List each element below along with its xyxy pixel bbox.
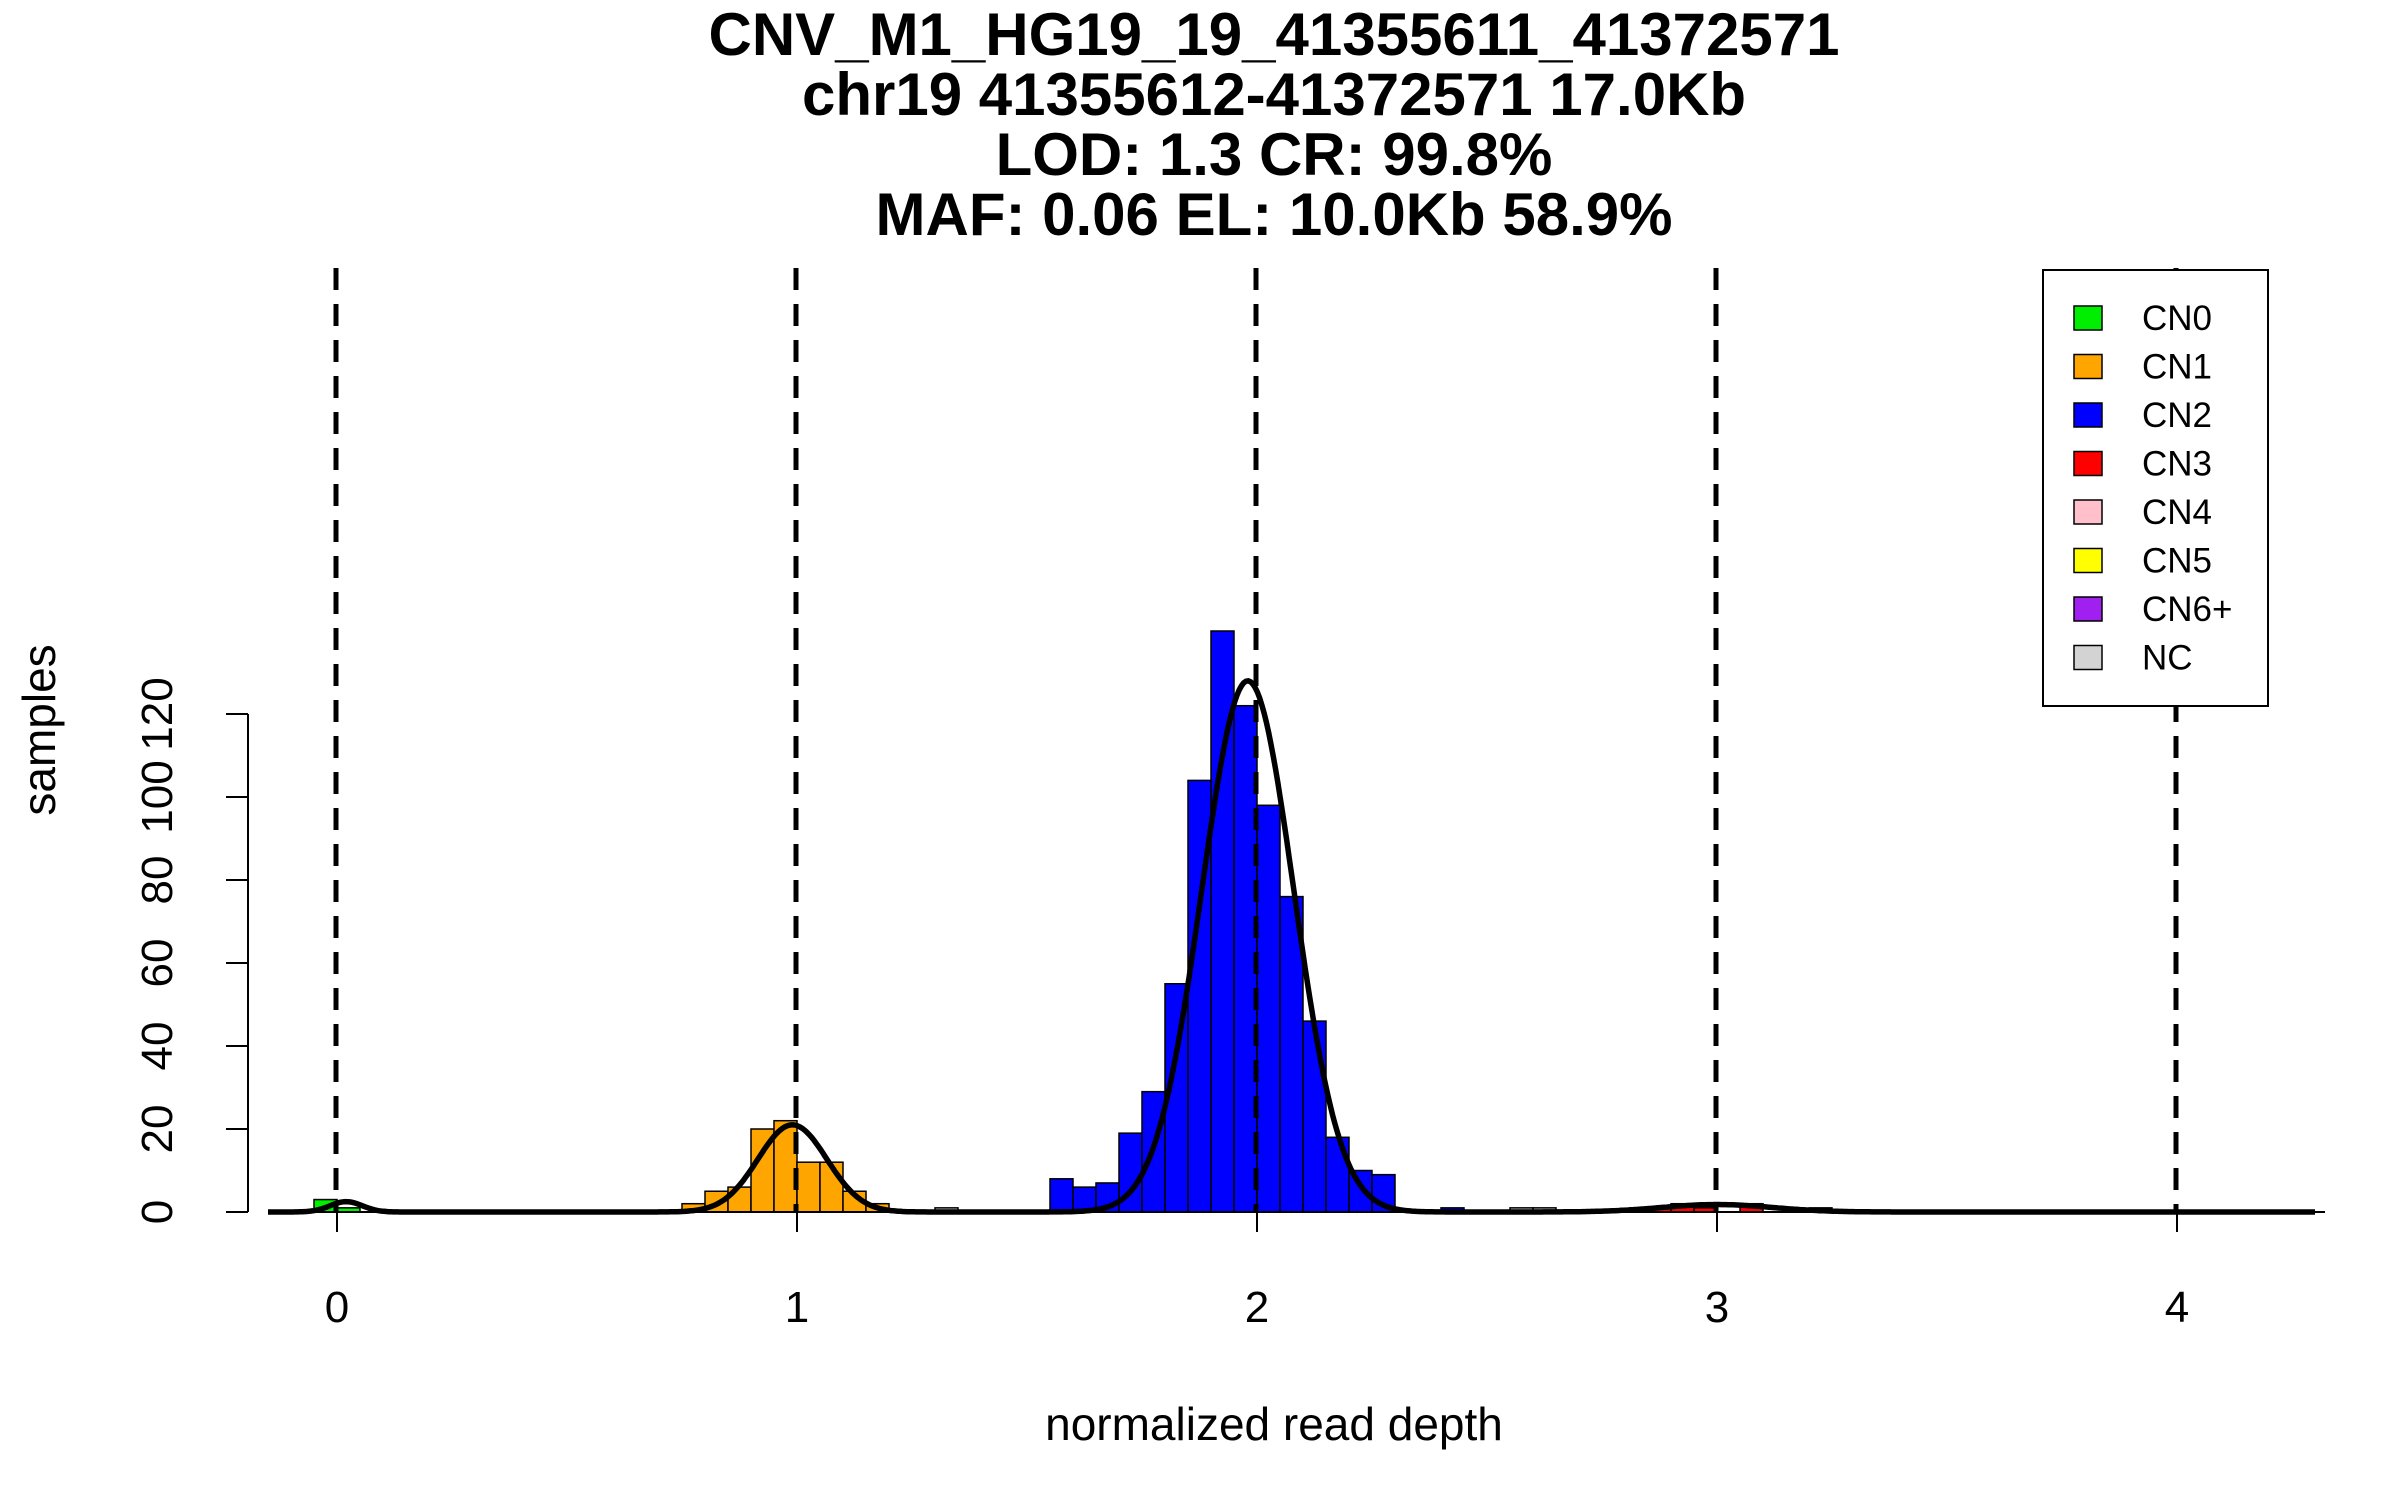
y-tick-label: 60 [133,939,182,988]
legend-swatch-cn3 [2073,450,2103,477]
legend-label-cn6plus: CN6+ [2142,590,2232,629]
legend-label-cn0: CN0 [2142,299,2212,338]
chart-title: CNV_M1_HG19_19_41355611_41372571 chr19 4… [709,1,1840,248]
legend-swatch-cn0 [2073,305,2103,331]
legend-swatch-cn4 [2073,499,2103,525]
legend-label-cn5: CN5 [2142,542,2212,581]
histogram-bar-cn2 [1049,1178,1074,1213]
legend-swatch-cn1 [2073,353,2103,380]
x-tick-label: 4 [2165,1283,2189,1332]
title-line-3: LOD: 1.3 CR: 99.8% [996,121,1553,188]
legend-swatch-cn6plus [2073,596,2103,622]
y-tick-label: 0 [133,1200,182,1224]
x-tick-label: 1 [785,1283,809,1332]
legend-swatch-cn2 [2073,402,2103,428]
histogram-bar-cn1 [796,1161,821,1213]
histogram-bar-cn2 [1302,1020,1327,1213]
x-axis-label: normalized read depth [1045,1398,1503,1450]
x-tick-label: 2 [1245,1283,1269,1332]
legend-swatch-cn5 [2073,547,2103,574]
title-line-2: chr19 41355612-41372571 17.0Kb [802,61,1746,128]
legend-label-cn4: CN4 [2142,493,2212,532]
legend-box [2042,269,2269,707]
legend-label-cn2: CN2 [2142,396,2212,435]
y-tick-label: 80 [133,856,182,905]
x-tick-label: 0 [325,1283,349,1332]
title-line-4: MAF: 0.06 EL: 10.0Kb 58.9% [876,181,1673,248]
histogram-bars [313,630,1833,1213]
y-tick-label: 20 [133,1105,182,1154]
y-tick-label: 100 [133,760,182,833]
legend: CN0 CN1 CN2 CN3 CN4 CN5 CN6+ NC [2042,269,2269,707]
reference-lines [333,268,2179,1212]
histogram-bar-cn2 [1256,804,1281,1213]
legend-label-cn3: CN3 [2142,445,2212,484]
title-line-1: CNV_M1_HG19_19_41355611_41372571 [709,1,1840,68]
legend-label-cn1: CN1 [2142,348,2212,387]
y-axis-label: samples [13,644,65,815]
x-tick-label: 3 [1705,1283,1729,1332]
legend-swatch-nc [2073,644,2103,671]
histogram-bar-cn2 [1325,1136,1350,1213]
y-tick-label: 40 [133,1022,182,1071]
y-tick-label: 120 [133,677,182,750]
legend-label-nc: NC [2142,639,2193,678]
